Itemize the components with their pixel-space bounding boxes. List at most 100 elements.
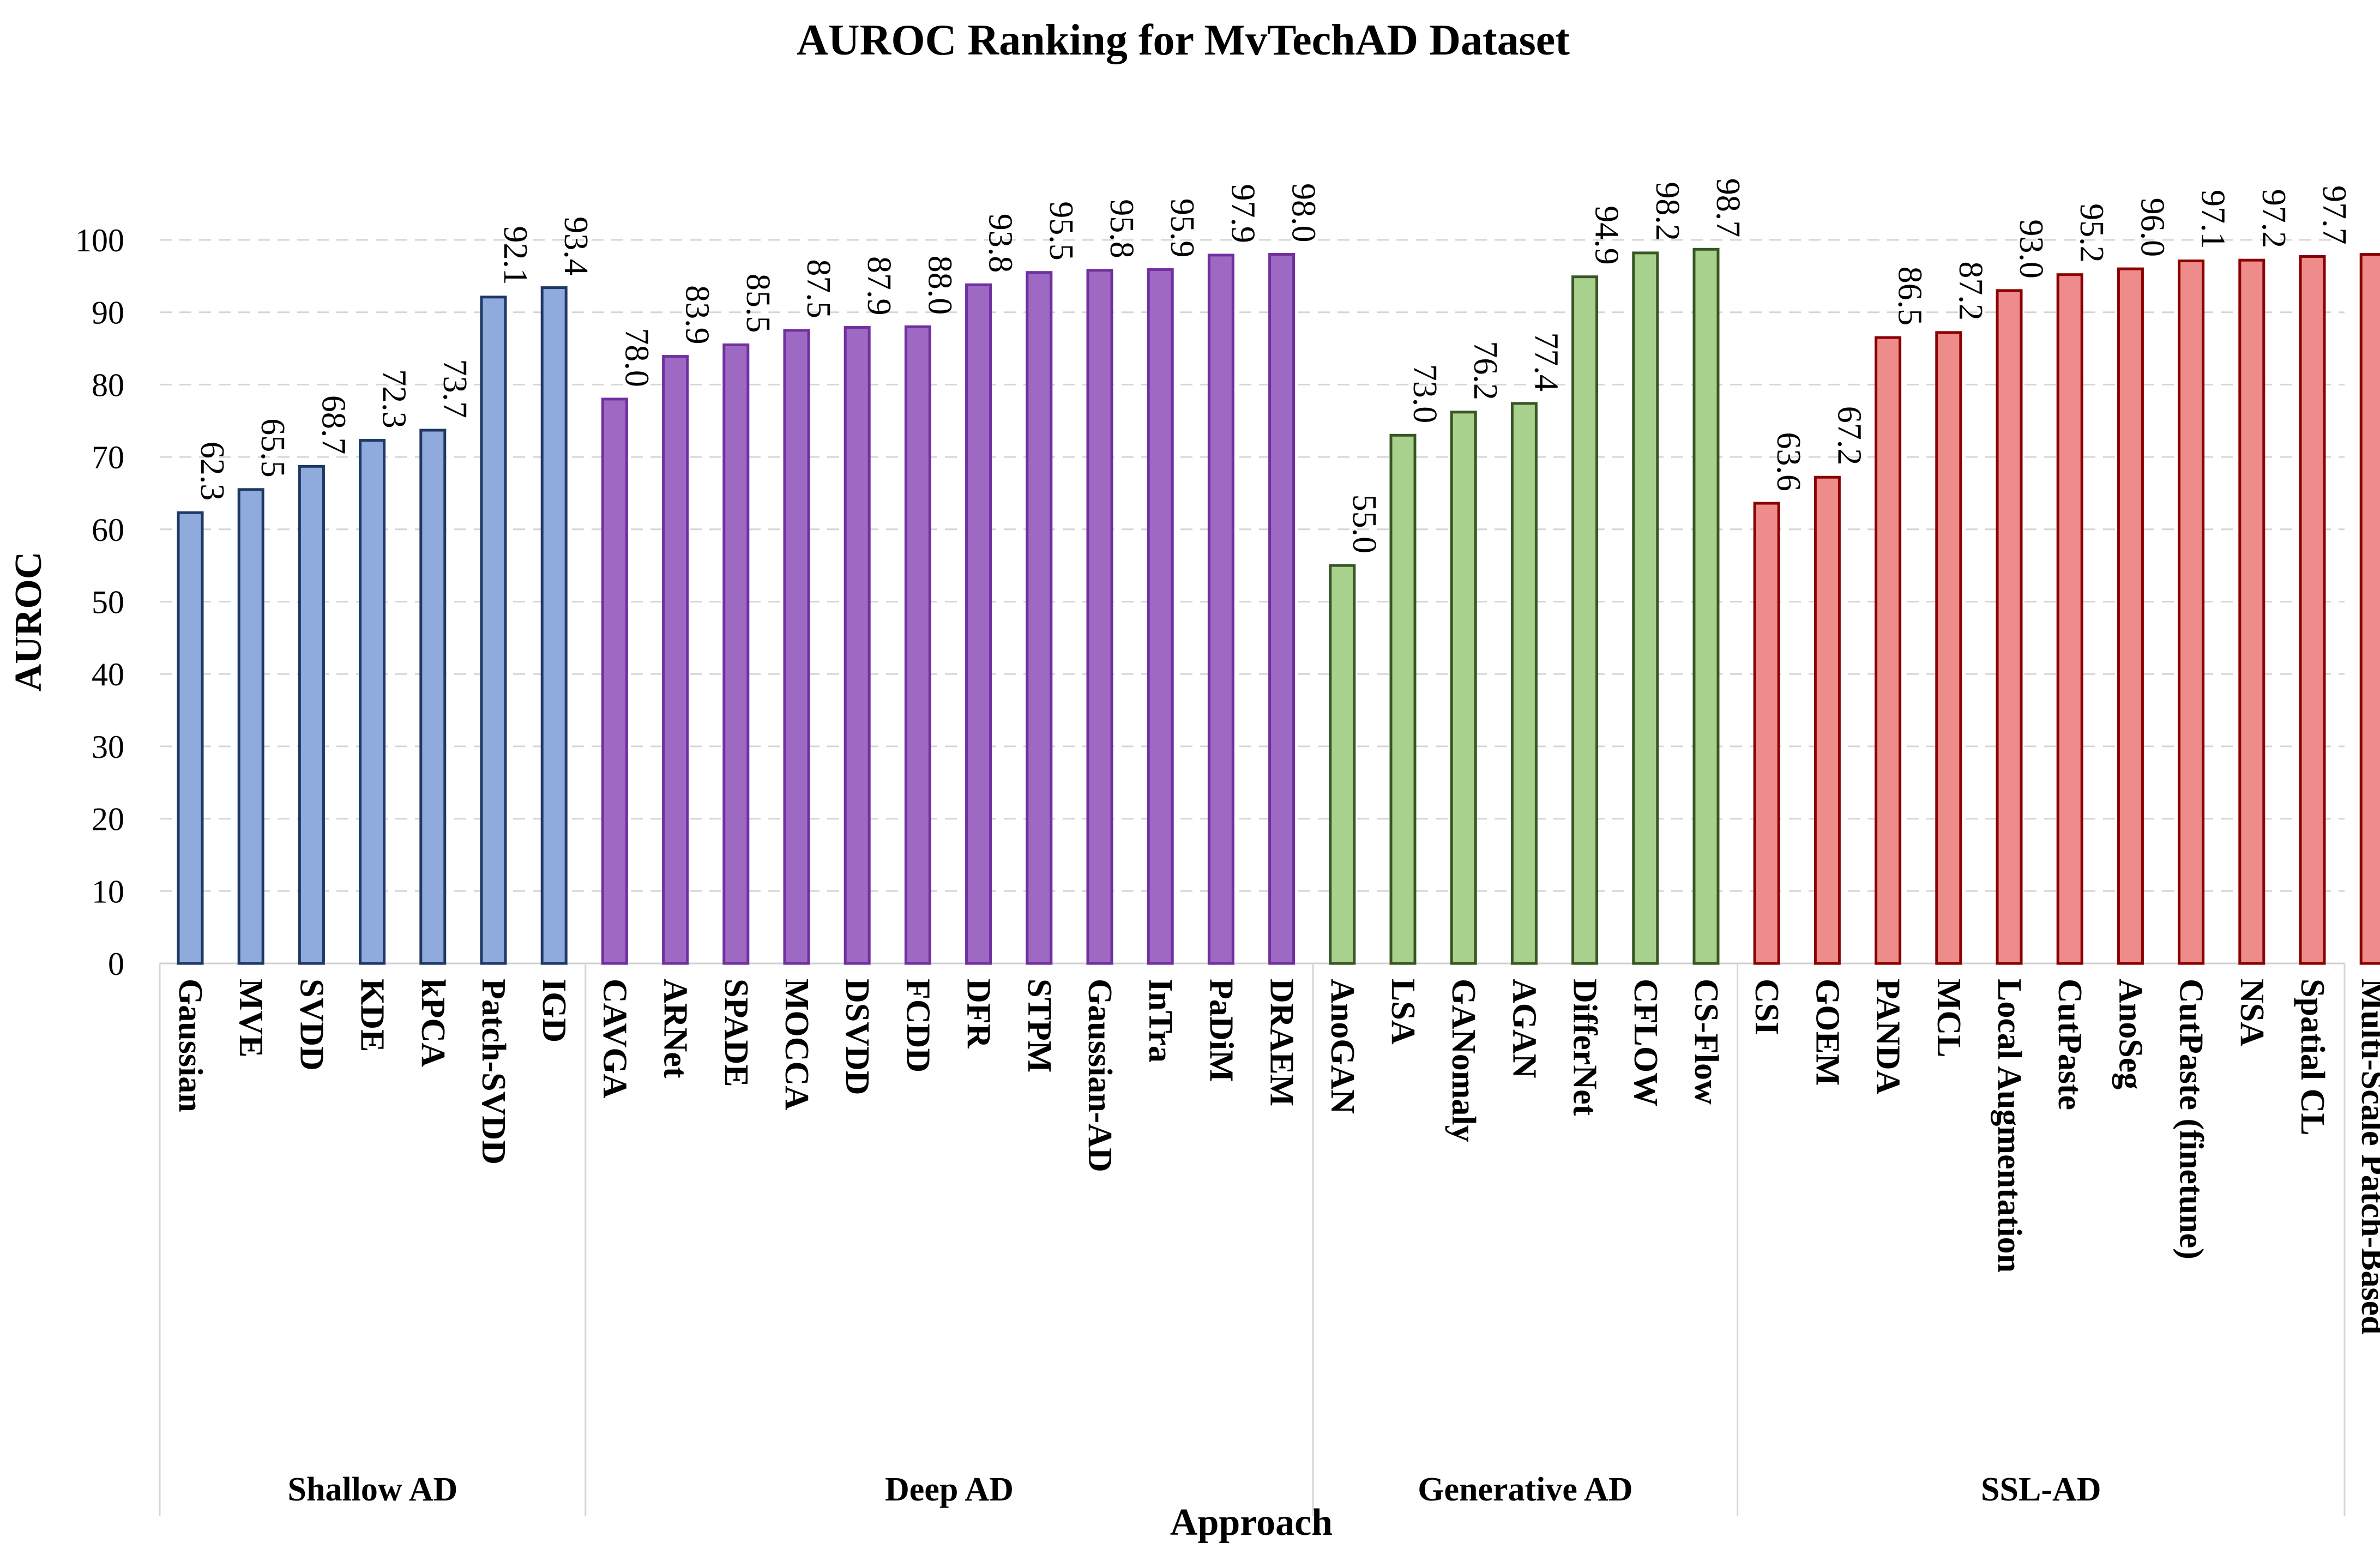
- bar: [783, 329, 810, 965]
- bar: [662, 355, 689, 965]
- data-label: 98.2: [1649, 182, 1686, 241]
- bar: [1996, 289, 2023, 965]
- group-label: SSL-AD: [1981, 1471, 2101, 1508]
- bar: [1086, 269, 1113, 965]
- bar: [1450, 411, 1477, 965]
- data-label: 86.5: [1891, 267, 1929, 326]
- category-label: MOCCA: [778, 979, 815, 1110]
- data-label: 87.9: [860, 256, 897, 316]
- y-tick-label: 60: [92, 512, 124, 548]
- y-tick-label: 30: [92, 729, 124, 765]
- bar: [965, 283, 992, 965]
- data-label: 95.2: [2073, 203, 2110, 263]
- category-label: IGD: [535, 979, 573, 1042]
- bar: [1935, 331, 1962, 965]
- data-label: 65.5: [254, 418, 291, 478]
- y-axis-ticks: 0 10 20 30 40 50 60 70 80 90 100: [75, 222, 124, 982]
- y-tick-label: 40: [92, 656, 124, 692]
- data-label: 98.7: [1709, 178, 1746, 238]
- category-label: DSVDD: [839, 979, 876, 1095]
- chart-title: AUROC Ranking for MvTechAD Dataset: [797, 16, 1570, 64]
- category-label: FCDD: [899, 979, 936, 1072]
- bar: [1632, 251, 1659, 965]
- data-label: 73.0: [1406, 364, 1443, 424]
- data-label: 96.0: [2134, 198, 2171, 257]
- data-label: 93.0: [2013, 219, 2050, 279]
- data-label: 98.0: [1285, 183, 1322, 243]
- group-separators: [159, 963, 2346, 1516]
- data-label: 92.1: [497, 226, 534, 285]
- labels: 62.3 Gaussian 65.5 MVE 68.7 SVDD 72.3 KDE 73.7 kP…: [172, 178, 2380, 1508]
- data-label: 93.4: [557, 216, 594, 276]
- data-label: 85.5: [739, 274, 776, 333]
- bar: [540, 286, 568, 965]
- group-label: Deep AD: [885, 1471, 1014, 1508]
- category-label: NSA: [2233, 979, 2270, 1046]
- bar: [359, 439, 386, 965]
- category-label: STPM: [1021, 979, 1058, 1072]
- bar: [601, 397, 628, 965]
- y-tick-label: 50: [92, 584, 124, 620]
- category-label: ARNet: [657, 979, 694, 1078]
- bar: [904, 325, 931, 965]
- bar: [1753, 502, 1780, 965]
- category-label: LSA: [1384, 979, 1421, 1045]
- data-label: 87.5: [800, 259, 837, 318]
- category-label: InTra: [1142, 979, 1179, 1063]
- group-label: Shallow AD: [287, 1471, 457, 1508]
- y-axis-title: AUROC: [8, 552, 50, 692]
- data-label: 95.5: [1043, 201, 1080, 261]
- category-label: PaDiM: [1202, 979, 1239, 1082]
- category-label: AnoGAN: [1324, 979, 1361, 1114]
- category-label: GANomaly: [1445, 979, 1482, 1142]
- category-label: AGAN: [1505, 979, 1543, 1078]
- bar: [2359, 253, 2380, 965]
- data-label: 95.9: [1164, 198, 1201, 258]
- category-label: CutPaste (finetune): [2173, 979, 2210, 1259]
- category-label: Gaussian: [172, 979, 209, 1112]
- data-label: 78.0: [618, 328, 655, 387]
- y-tick-label: 70: [92, 439, 124, 475]
- y-tick-label: 20: [92, 801, 124, 837]
- category-label: Patch-SVDD: [475, 979, 512, 1165]
- data-label: 62.3: [194, 442, 231, 501]
- data-label: 98.0: [2376, 183, 2380, 243]
- bar: [2238, 258, 2265, 965]
- y-tick-label: 80: [92, 367, 124, 403]
- category-label: Spatial CL: [2294, 979, 2331, 1136]
- bar: [1875, 336, 1902, 965]
- bar: [722, 343, 750, 965]
- bar: [419, 429, 447, 965]
- data-label: 93.8: [982, 214, 1019, 273]
- bar: [1026, 271, 1053, 965]
- bar: [237, 488, 264, 965]
- category-label: Local Augmentation: [1991, 979, 2028, 1273]
- bars: [177, 248, 2380, 965]
- category-label: AnoSeg: [2112, 979, 2149, 1089]
- category-label: GOEM: [1809, 979, 1846, 1086]
- category-label: kPCA: [414, 979, 451, 1067]
- y-tick-label: 0: [108, 946, 124, 982]
- data-label: 83.9: [679, 285, 716, 345]
- data-label: 97.9: [1224, 184, 1261, 243]
- category-label: MVE: [232, 979, 269, 1058]
- bar: [2178, 259, 2205, 965]
- category-label: KDE: [354, 979, 391, 1052]
- category-label: MCL: [1930, 979, 1967, 1058]
- category-label: DifferNet: [1566, 979, 1604, 1116]
- data-label: 73.7: [436, 359, 473, 419]
- data-label: 68.7: [315, 395, 352, 455]
- category-label: CAVGA: [596, 979, 633, 1099]
- category-label: SPADE: [718, 979, 755, 1087]
- category-label: DRAEM: [1263, 979, 1300, 1106]
- bar: [1510, 402, 1538, 965]
- category-label: SVDD: [293, 979, 330, 1071]
- bar: [1268, 253, 1296, 965]
- data-label: 76.2: [1467, 341, 1504, 400]
- data-label: 77.4: [1527, 332, 1564, 391]
- data-label: 67.2: [1830, 406, 1867, 466]
- data-label: 87.2: [1952, 261, 1989, 321]
- y-tick-label: 90: [92, 295, 124, 331]
- bar: [1207, 254, 1234, 965]
